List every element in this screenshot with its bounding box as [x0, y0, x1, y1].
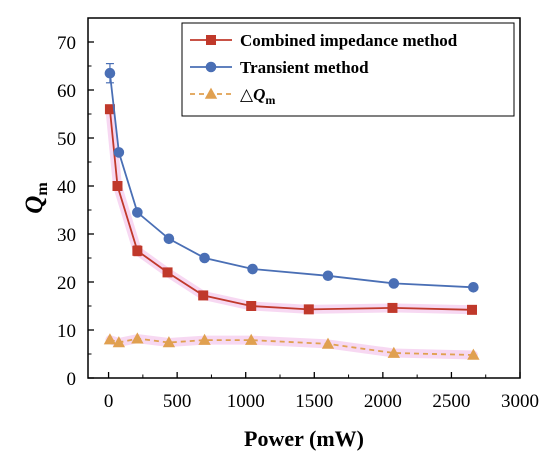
data-point — [199, 252, 210, 264]
y-tick-label: 70 — [57, 33, 76, 54]
data-point — [132, 207, 143, 218]
series-1 — [104, 62, 479, 293]
legend-label: △Qm — [240, 85, 275, 107]
series-2 — [103, 332, 480, 360]
data-point — [162, 267, 173, 278]
x-tick-label: 3000 — [501, 391, 539, 412]
legend-item-1: Transient method — [190, 58, 369, 77]
x-tick-label: 500 — [163, 391, 192, 412]
legend-label-sub: m — [265, 93, 275, 107]
data-point — [388, 278, 400, 289]
y-tick-label: 10 — [57, 321, 76, 342]
y-tick-label: 30 — [57, 225, 76, 246]
axes-layer: 0 500 1000 1500 2000 2500 3000 0 10 20 30 40 50 60 70 — [57, 33, 539, 412]
series-layer — [103, 62, 480, 360]
y-axis-title-sub: m — [34, 182, 51, 196]
data-point — [247, 263, 258, 275]
legend-item-0: Combined impedance method — [190, 31, 458, 50]
data-point — [467, 304, 477, 315]
y-tick-label: 40 — [57, 177, 76, 198]
data-point — [245, 333, 258, 345]
y-tick-label: 60 — [57, 81, 76, 102]
data-point — [104, 67, 116, 79]
data-point — [246, 301, 257, 311]
x-axis-title: Power (mW) — [244, 426, 364, 451]
legend-label-main: Q — [253, 85, 265, 104]
data-point — [468, 281, 479, 293]
data-point — [103, 333, 117, 345]
legend: Combined impedance method Transient metho… — [181, 22, 515, 117]
data-point — [387, 346, 401, 358]
legend-marker — [205, 61, 217, 73]
y-tick-label: 50 — [57, 129, 76, 150]
data-point — [163, 233, 175, 245]
x-tick-label: 1500 — [295, 391, 333, 412]
data-point — [387, 302, 398, 313]
y-axis-title: Qm — [21, 182, 51, 214]
data-point — [131, 332, 144, 344]
data-point — [162, 336, 176, 348]
data-point — [198, 290, 209, 301]
series-line — [109, 337, 474, 356]
data-point — [467, 348, 480, 360]
data-point — [113, 147, 125, 158]
x-tick-label: 0 — [104, 391, 114, 412]
data-point — [322, 270, 334, 282]
legend-item-2: △Qm — [190, 85, 275, 107]
y-tick-label: 20 — [57, 273, 76, 294]
plot-frame — [87, 17, 521, 379]
series-halo-0 — [105, 104, 477, 315]
data-point — [112, 336, 126, 348]
legend-label-symbol: △ — [240, 85, 254, 105]
legend-marker — [206, 35, 216, 45]
x-tick-label: 1000 — [227, 391, 265, 412]
legend-label: Combined impedance method — [240, 31, 458, 50]
legend-box — [181, 22, 515, 117]
data-point — [303, 304, 314, 315]
y-tick-label: 0 — [67, 369, 77, 390]
series-0 — [104, 104, 477, 315]
data-point — [198, 333, 211, 345]
data-point — [321, 337, 335, 349]
legend-label: Transient method — [240, 58, 369, 77]
x-tick-label: 2000 — [364, 391, 402, 412]
x-tick-label: 2500 — [432, 391, 470, 412]
data-point — [132, 245, 143, 256]
legend-marker — [204, 87, 218, 99]
series-line — [109, 109, 473, 311]
data-point — [112, 181, 123, 191]
y-axis-title-main: Q — [21, 196, 48, 214]
series-halo-layer — [105, 104, 478, 360]
